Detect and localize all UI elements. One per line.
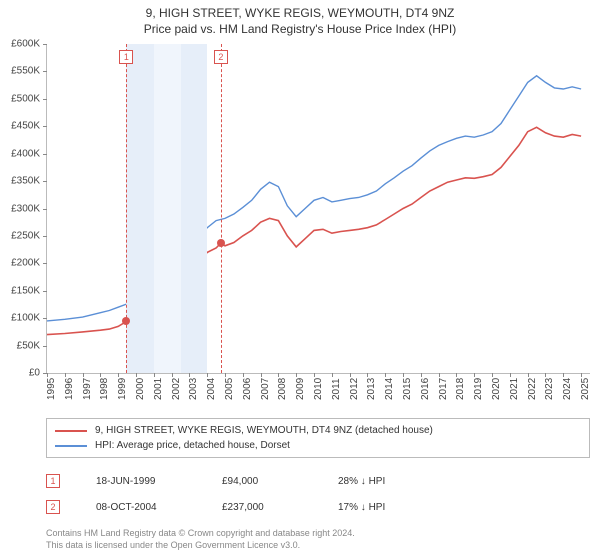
y-tick-label: £0	[29, 368, 40, 379]
y-tick-label: £50K	[17, 340, 40, 351]
x-tick-label: 1995	[46, 378, 57, 400]
x-tick-label: 2010	[313, 378, 324, 400]
event-row-marker: 1	[46, 474, 60, 488]
title-subtitle: Price paid vs. HM Land Registry's House …	[0, 22, 600, 36]
x-tick-label: 2018	[455, 378, 466, 400]
event-diff: 28% ↓ HPI	[338, 476, 418, 487]
y-tick-label: £450K	[11, 121, 40, 132]
x-tick-label: 2023	[544, 378, 555, 400]
shaded-band	[154, 44, 181, 373]
x-tick-label: 1999	[117, 378, 128, 400]
x-tick-label: 2022	[527, 378, 538, 400]
x-tick-label: 2006	[242, 378, 253, 400]
y-tick	[43, 291, 47, 292]
legend-row: HPI: Average price, detached house, Dors…	[55, 438, 581, 453]
x-tick-label: 2005	[224, 378, 235, 400]
event-row: 1 18-JUN-1999 £94,000 28% ↓ HPI	[46, 468, 590, 494]
legend-swatch	[55, 445, 87, 447]
x-tick-label: 2020	[491, 378, 502, 400]
x-tick-label: 2014	[384, 378, 395, 400]
x-tick-label: 2015	[402, 378, 413, 400]
event-row: 2 08-OCT-2004 £237,000 17% ↓ HPI	[46, 494, 590, 520]
y-tick-label: £400K	[11, 148, 40, 159]
y-tick-label: £500K	[11, 93, 40, 104]
y-tick	[43, 126, 47, 127]
chart-area: 12	[46, 44, 590, 374]
legend-swatch	[55, 430, 87, 432]
y-tick	[43, 99, 47, 100]
footer-attribution: Contains HM Land Registry data © Crown c…	[46, 528, 590, 551]
x-axis-labels: 1995 1996 1997 1998 1999 2000 2001 2002 2003 2004…	[46, 376, 590, 416]
x-tick-label: 1998	[99, 378, 110, 400]
y-tick-label: £100K	[11, 313, 40, 324]
y-tick	[43, 209, 47, 210]
y-tick-label: £350K	[11, 176, 40, 187]
event-price: £237,000	[222, 502, 302, 513]
event-diff: 17% ↓ HPI	[338, 502, 418, 513]
footer-line1: Contains HM Land Registry data © Crown c…	[46, 528, 590, 540]
y-tick-label: £150K	[11, 285, 40, 296]
event-row-marker: 2	[46, 500, 60, 514]
x-tick-label: 2016	[420, 378, 431, 400]
y-tick	[43, 318, 47, 319]
y-tick	[43, 236, 47, 237]
event-rule	[221, 44, 222, 373]
event-dot	[217, 239, 225, 247]
x-tick-label: 2013	[366, 378, 377, 400]
event-dot	[122, 317, 130, 325]
y-tick	[43, 71, 47, 72]
x-tick-label: 2019	[473, 378, 484, 400]
legend: 9, HIGH STREET, WYKE REGIS, WEYMOUTH, DT…	[46, 418, 590, 458]
y-tick-label: £250K	[11, 230, 40, 241]
legend-label: HPI: Average price, detached house, Dors…	[95, 440, 290, 451]
shaded-band	[181, 44, 208, 373]
chart-title: 9, HIGH STREET, WYKE REGIS, WEYMOUTH, DT…	[0, 0, 600, 36]
y-tick	[43, 346, 47, 347]
event-marker-box: 1	[119, 50, 133, 64]
x-tick-label: 2004	[206, 378, 217, 400]
x-tick-label: 2017	[438, 378, 449, 400]
y-tick	[43, 263, 47, 264]
event-date: 08-OCT-2004	[96, 502, 186, 513]
x-tick-label: 2025	[580, 378, 591, 400]
x-tick-label: 2000	[135, 378, 146, 400]
legend-label: 9, HIGH STREET, WYKE REGIS, WEYMOUTH, DT…	[95, 425, 433, 436]
shaded-band	[126, 44, 153, 373]
y-tick	[43, 44, 47, 45]
title-address: 9, HIGH STREET, WYKE REGIS, WEYMOUTH, DT…	[0, 6, 600, 20]
x-tick-label: 2001	[153, 378, 164, 400]
y-tick	[43, 181, 47, 182]
x-tick-label: 2012	[349, 378, 360, 400]
y-tick	[43, 154, 47, 155]
y-tick-label: £200K	[11, 258, 40, 269]
y-tick-label: £550K	[11, 66, 40, 77]
x-tick-label: 2002	[171, 378, 182, 400]
y-tick-label: £300K	[11, 203, 40, 214]
x-tick-label: 2011	[331, 378, 342, 400]
legend-row: 9, HIGH STREET, WYKE REGIS, WEYMOUTH, DT…	[55, 423, 581, 438]
x-tick-label: 1997	[82, 378, 93, 400]
event-marker-box: 2	[214, 50, 228, 64]
x-tick-label: 2021	[509, 378, 520, 400]
event-date: 18-JUN-1999	[96, 476, 186, 487]
event-table: 1 18-JUN-1999 £94,000 28% ↓ HPI 2 08-OCT-2004…	[46, 468, 590, 520]
x-tick-label: 2003	[188, 378, 199, 400]
x-tick-label: 2024	[562, 378, 573, 400]
x-tick-label: 2008	[277, 378, 288, 400]
event-price: £94,000	[222, 476, 302, 487]
x-tick-label: 2009	[295, 378, 306, 400]
y-axis-labels: £0£50K£100K£150K£200K£250K£300K£350K£400…	[0, 44, 44, 374]
y-tick-label: £600K	[11, 39, 40, 50]
footer-line2: This data is licensed under the Open Gov…	[46, 540, 590, 552]
x-tick-label: 1996	[64, 378, 75, 400]
x-tick-label: 2007	[260, 378, 271, 400]
